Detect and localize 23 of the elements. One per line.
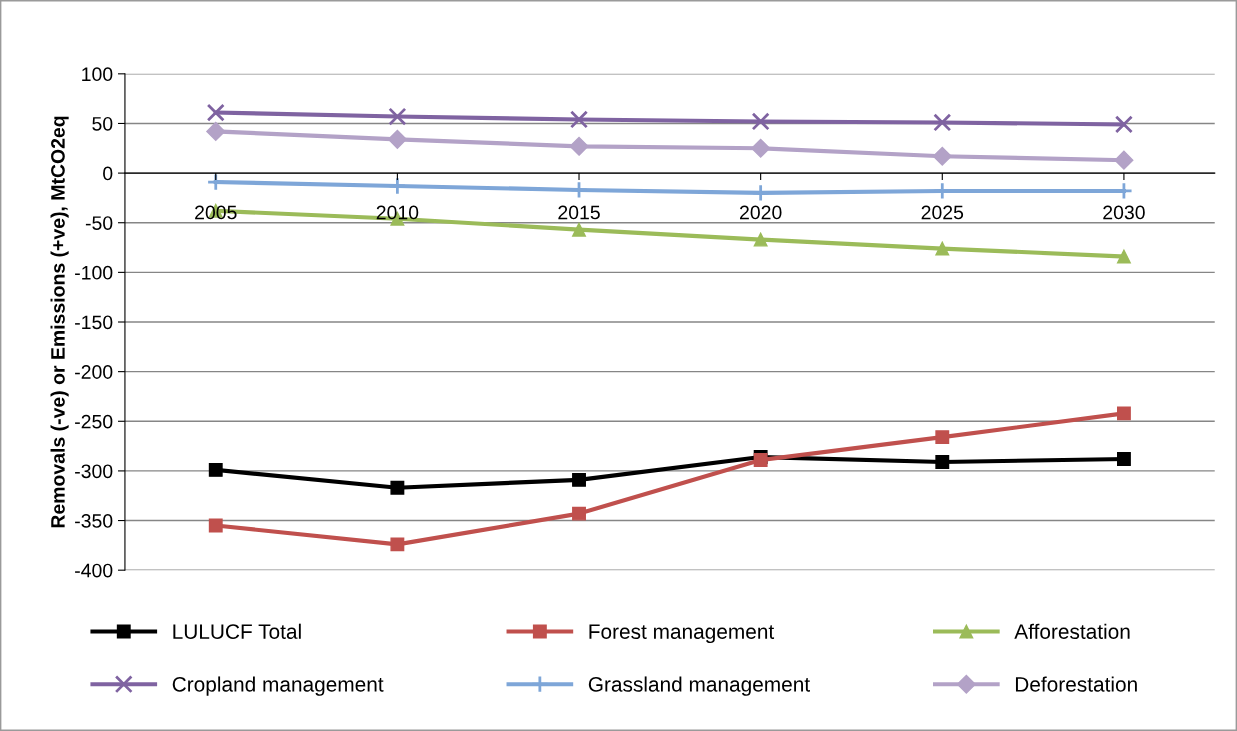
y-tick-label: -300 [75,464,113,479]
y-tick-label: 50 [92,116,113,131]
y-tick-label: -150 [75,315,113,330]
legend-label: Forest management [589,624,775,644]
y-axis-title: Removals (-ve) or Emissions (+ve), MtCO2eq [50,116,69,528]
x-tick-label: 2015 [558,205,600,220]
legend-label: Deforestation [1015,676,1137,692]
x-tick-label: 2010 [376,205,419,220]
legend-label: LULUCF Total [173,623,301,639]
y-tick-label: 0 [103,166,113,181]
legend-label: Afforestation [1014,623,1130,639]
x-tick-label: 2025 [921,205,964,220]
y-tick-label: 100 [82,67,113,82]
legend-label: Grassland management [588,676,810,696]
y-tick-label: -350 [75,514,113,528]
y-tick-label: -50 [85,216,113,230]
y-tick-label: -100 [75,265,113,280]
x-tick-label: 2030 [1103,205,1145,220]
legend-label: Cropland management [172,676,384,696]
y-tick-label: -200 [75,365,113,379]
y-tick-label: -250 [75,414,113,429]
x-tick-label: 2020 [740,205,782,220]
y-tick-label: -400 [75,563,113,578]
